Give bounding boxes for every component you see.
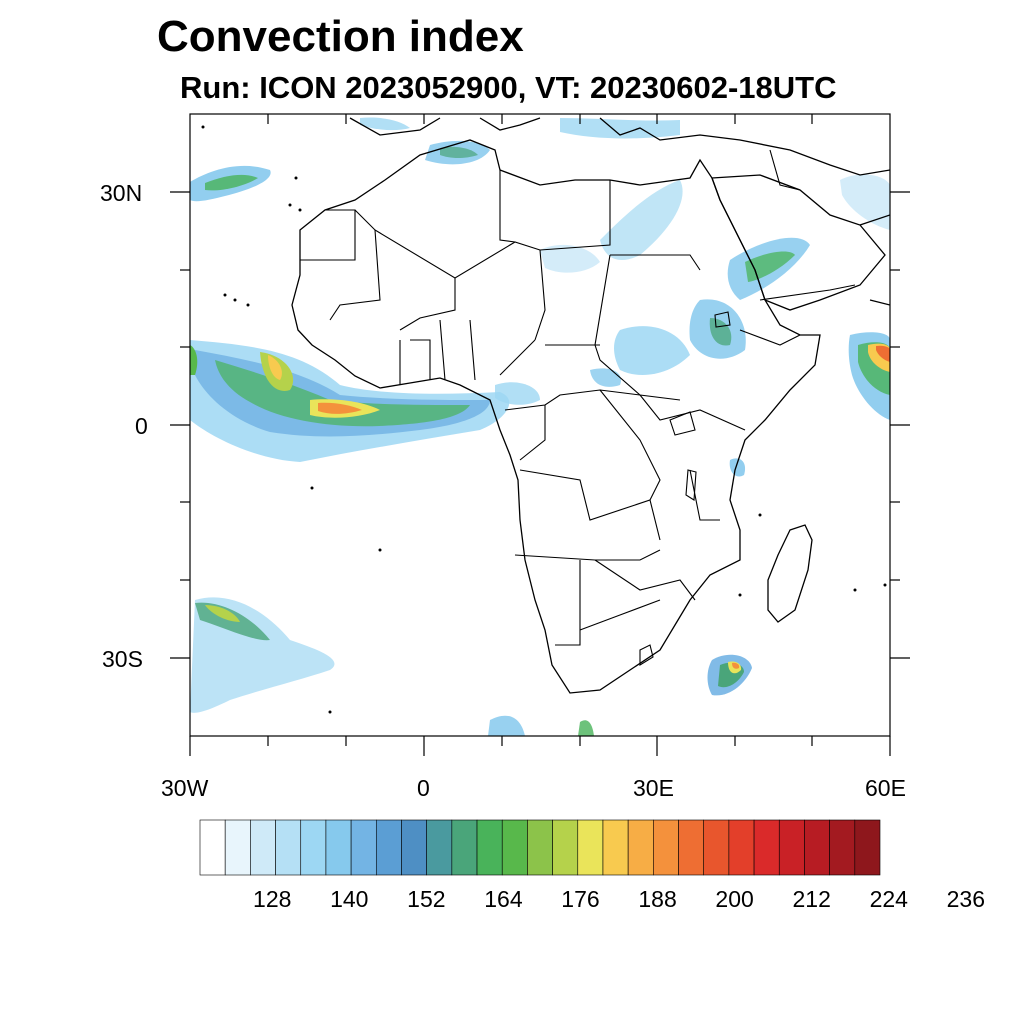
colorbar-swatch [476,819,503,876]
colorbar-swatch [375,819,402,876]
colorbar-tick-label: 140 [330,886,369,912]
lat-label-30n: 30N [100,180,143,206]
lat-label-0: 0 [135,413,148,439]
colorbar-swatch [275,819,302,876]
colorbar-swatch [778,819,805,876]
colorbar-tick-label: 236 [946,886,985,912]
colorbar-tick-label: 224 [869,886,908,912]
colorbar-swatch [728,819,755,876]
colorbar-tick-label: 212 [792,886,831,912]
axis-ticks [170,114,910,756]
map-frame-content [190,117,890,736]
colorbar-swatch [426,819,453,876]
colorbar-swatch [627,819,654,876]
colorbar-swatch [300,819,327,876]
lakes [669,311,731,501]
colorbar-swatch [527,819,553,876]
colorbar-swatch [753,819,780,876]
lon-label-30e: 30E [633,775,674,801]
lon-label-0: 0 [417,775,430,801]
colorbar-swatch [602,819,629,876]
coastlines [291,117,890,694]
colorbar-swatch [350,819,377,876]
colorbar-tick-label: 152 [407,886,446,912]
colorbar-swatch [577,819,604,876]
colorbar-tick-label: 188 [638,886,677,912]
colorbar [199,819,881,876]
plot-subtitle: Run: ICON 2023052900, VT: 20230602-18UTC [180,70,837,105]
colorbar-swatch [451,819,478,876]
colorbar-swatch [250,819,276,876]
colorbar-tick-label: 200 [715,886,754,912]
country-borders [300,149,856,666]
lat-label-30s: 30S [102,646,143,672]
colorbar-tick-label: 128 [253,886,292,912]
colorbar-swatch [401,819,427,876]
convection-shading [190,117,890,736]
colorbar-swatch [501,819,528,876]
colorbar-swatch [804,819,830,876]
colorbar-swatch [552,819,579,876]
colorbar-swatch [703,819,730,876]
colorbar-swatch [325,819,352,876]
plot-title: Convection index [157,12,524,61]
islands [201,125,887,714]
colorbar-swatch [224,819,251,876]
colorbar-tick-label: 176 [561,886,600,912]
colorbar-swatch [653,819,679,876]
colorbar-swatch [199,819,226,876]
lon-label-60e: 60E [865,775,906,801]
colorbar-swatch [829,819,856,876]
colorbar-tick-label: 164 [484,886,523,912]
colorbar-swatch [854,819,881,876]
lon-label-30w: 30W [161,775,209,801]
colorbar-swatch [678,819,705,876]
